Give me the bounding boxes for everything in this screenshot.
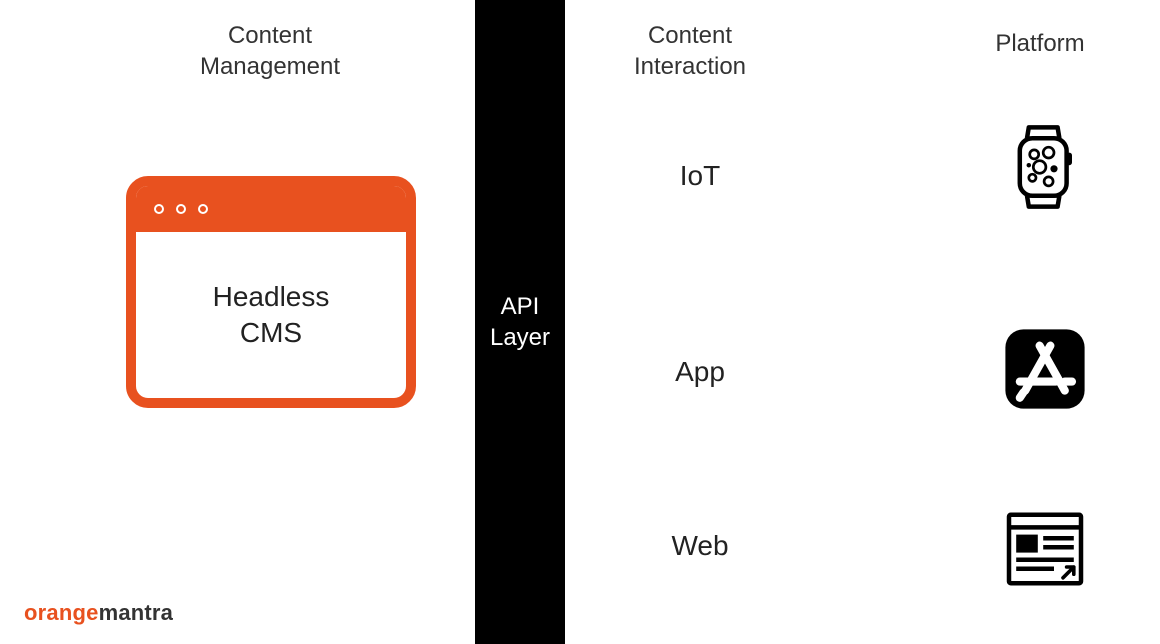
cms-window-topbar <box>136 186 406 232</box>
window-dot-icon <box>176 204 186 214</box>
webpage-icon <box>1000 504 1090 594</box>
cms-window-frame: HeadlessCMS <box>126 176 416 408</box>
cms-label: HeadlessCMS <box>213 279 330 352</box>
cms-window: HeadlessCMS <box>126 176 416 408</box>
brand-logo: orangemantra <box>24 600 173 626</box>
smartwatch-icon <box>1000 122 1090 212</box>
column-header-content-interaction: ContentInteraction <box>590 20 790 82</box>
api-layer-bar: APILayer <box>475 0 565 644</box>
brand-part2: mantra <box>99 600 174 625</box>
appstore-icon <box>1000 324 1090 414</box>
interaction-label-web: Web <box>640 530 760 562</box>
interaction-label-iot: IoT <box>640 160 760 192</box>
column-header-content-management: ContentManagement <box>170 20 370 82</box>
window-dot-icon <box>154 204 164 214</box>
window-dot-icon <box>198 204 208 214</box>
api-layer-label: APILayer <box>490 291 550 353</box>
cms-window-body: HeadlessCMS <box>136 232 406 398</box>
column-header-platform: Platform <box>940 28 1140 59</box>
brand-part1: orange <box>24 600 99 625</box>
interaction-label-app: App <box>640 356 760 388</box>
